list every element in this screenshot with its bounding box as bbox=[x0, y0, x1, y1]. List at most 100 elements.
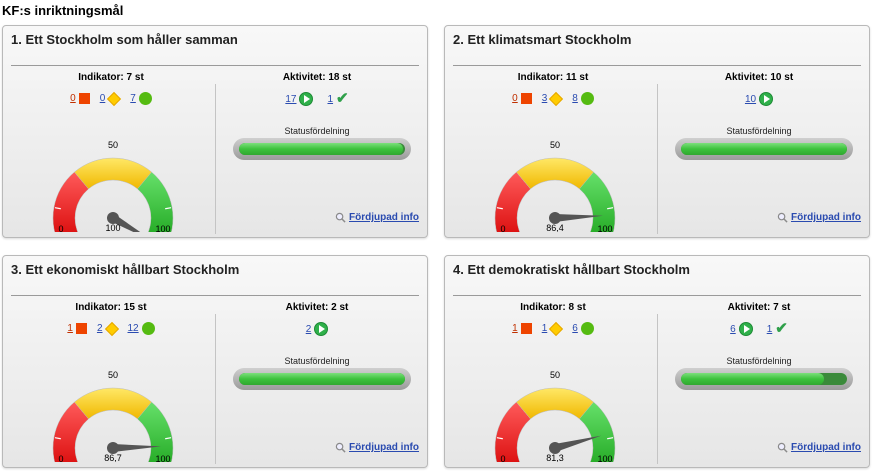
aktivitet-ongoing[interactable]: 6 bbox=[730, 322, 753, 336]
yellow-count[interactable]: 3 bbox=[541, 93, 548, 104]
gauge-value-label: 86,7 bbox=[104, 453, 122, 462]
aktivitet-counts: 17 1 ✔ bbox=[217, 91, 417, 106]
status-track bbox=[681, 143, 847, 155]
ongoing-count[interactable]: 17 bbox=[285, 93, 297, 105]
aktivitet-counts: 10 bbox=[659, 92, 859, 106]
red-count[interactable]: 0 bbox=[512, 93, 518, 104]
green-count[interactable]: 8 bbox=[572, 93, 578, 104]
fordjupad-info-text[interactable]: Fördjupad info bbox=[791, 442, 861, 453]
indikator-green[interactable]: 12 bbox=[128, 322, 155, 335]
indikator-green[interactable]: 7 bbox=[130, 92, 152, 105]
fordjupad-info-text[interactable]: Fördjupad info bbox=[349, 212, 419, 223]
fordjupad-info-link[interactable]: Fördjupad info bbox=[335, 212, 419, 223]
yellow-count[interactable]: 1 bbox=[541, 323, 548, 334]
yellow-count[interactable]: 2 bbox=[96, 323, 103, 334]
green-circle-icon bbox=[141, 322, 155, 335]
indikator-red[interactable]: 0 bbox=[512, 93, 532, 104]
title-divider bbox=[453, 295, 861, 296]
gauge-value-label: 81,3 bbox=[546, 453, 564, 462]
indikator-yellow[interactable]: 3 bbox=[541, 91, 564, 106]
gauge-tick bbox=[165, 207, 172, 210]
fordjupad-info-text[interactable]: Fördjupad info bbox=[349, 442, 419, 453]
ongoing-count[interactable]: 10 bbox=[744, 93, 757, 105]
gauge-max-label: 100 bbox=[597, 454, 612, 462]
title-divider bbox=[11, 295, 419, 296]
green-count[interactable]: 7 bbox=[130, 93, 136, 104]
gauge-mid-label: 50 bbox=[550, 140, 560, 150]
red-count[interactable]: 1 bbox=[512, 323, 518, 334]
green-count[interactable]: 6 bbox=[572, 323, 578, 334]
column-divider bbox=[215, 314, 216, 464]
gauge-yellow-zone bbox=[516, 387, 594, 420]
column-divider bbox=[657, 84, 658, 234]
page-title: KF:s inriktningsmål bbox=[2, 3, 124, 18]
indikator-red[interactable]: 1 bbox=[512, 323, 532, 334]
status-bar bbox=[675, 368, 853, 390]
fordjupad-info-link[interactable]: Fördjupad info bbox=[777, 212, 861, 223]
gauge-max-label: 100 bbox=[597, 224, 612, 232]
indikator-green[interactable]: 8 bbox=[572, 92, 594, 105]
indikator-red[interactable]: 0 bbox=[70, 93, 90, 104]
gauge-green-zone bbox=[137, 171, 174, 232]
gauge: 50 0 100 86,7 bbox=[52, 370, 174, 462]
card-title: 4. Ett demokratiskt hållbart Stockholm bbox=[453, 262, 690, 277]
aktivitet-ongoing[interactable]: 10 bbox=[744, 92, 774, 106]
indikator-yellow[interactable]: 2 bbox=[96, 321, 119, 336]
done-count[interactable]: 1 bbox=[327, 93, 334, 105]
goal-card-3: 3. Ett ekonomiskt hållbart Stockholm Ind… bbox=[2, 255, 428, 468]
gauge: 50 0 100 100 bbox=[52, 140, 174, 232]
gauge-min-label: 0 bbox=[500, 224, 505, 232]
status-fill bbox=[239, 373, 405, 385]
status-label: Statusfördelning bbox=[284, 356, 350, 366]
fordjupad-info-text[interactable]: Fördjupad info bbox=[791, 212, 861, 223]
gauge-green-zone bbox=[579, 401, 616, 462]
gauge-tick bbox=[496, 207, 503, 210]
indikator-yellow[interactable]: 0 bbox=[99, 91, 122, 106]
yellow-diamond-icon bbox=[549, 321, 564, 336]
green-count[interactable]: 12 bbox=[127, 323, 139, 334]
magnifier-icon bbox=[335, 442, 346, 453]
red-square-icon bbox=[78, 93, 90, 104]
magnifier-icon bbox=[777, 442, 788, 453]
gauge-mid-label: 50 bbox=[108, 140, 118, 150]
aktivitet-counts: 6 1 ✔ bbox=[659, 321, 859, 336]
indikator-heading: Indikator: 8 st bbox=[520, 302, 586, 313]
ongoing-count[interactable]: 6 bbox=[730, 323, 736, 335]
play-icon bbox=[759, 92, 774, 106]
gauge-yellow-zone bbox=[74, 387, 152, 420]
done-count[interactable]: 1 bbox=[766, 323, 773, 335]
red-count[interactable]: 1 bbox=[67, 323, 73, 334]
gauge-needle bbox=[554, 214, 603, 222]
column-divider bbox=[657, 314, 658, 464]
status-bar bbox=[675, 138, 853, 160]
status-label: Statusfördelning bbox=[726, 356, 792, 366]
fordjupad-info-link[interactable]: Fördjupad info bbox=[777, 442, 861, 453]
indikator-heading: Indikator: 15 st bbox=[75, 302, 147, 313]
gauge-tick bbox=[496, 437, 503, 440]
ongoing-count[interactable]: 2 bbox=[305, 323, 312, 335]
red-count[interactable]: 0 bbox=[70, 93, 76, 104]
status-fill bbox=[681, 143, 847, 155]
indikator-red[interactable]: 1 bbox=[67, 323, 87, 334]
status-track bbox=[681, 373, 847, 385]
aktivitet-heading: Aktivitet: 7 st bbox=[727, 302, 791, 313]
gauge: 50 0 100 86,4 bbox=[494, 140, 616, 232]
indikator-heading: Indikator: 11 st bbox=[517, 72, 589, 83]
green-circle-icon bbox=[580, 322, 594, 335]
column-divider bbox=[215, 84, 216, 234]
indikator-counts: 1 1 6 bbox=[453, 321, 653, 336]
gauge-min-label: 0 bbox=[58, 454, 63, 462]
yellow-count[interactable]: 0 bbox=[99, 93, 106, 104]
aktivitet-done[interactable]: 1 ✔ bbox=[766, 321, 788, 336]
aktivitet-ongoing[interactable]: 17 bbox=[285, 92, 314, 106]
gauge-tick bbox=[165, 437, 172, 440]
fordjupad-info-link[interactable]: Fördjupad info bbox=[335, 442, 419, 453]
yellow-diamond-icon bbox=[104, 321, 119, 336]
gauge-tick bbox=[607, 207, 614, 210]
aktivitet-done[interactable]: 1 ✔ bbox=[327, 91, 348, 106]
aktivitet-ongoing[interactable]: 2 bbox=[306, 322, 329, 336]
indikator-green[interactable]: 6 bbox=[572, 322, 594, 335]
indikator-yellow[interactable]: 1 bbox=[541, 321, 564, 336]
title-divider bbox=[453, 65, 861, 66]
red-square-icon bbox=[520, 323, 532, 334]
